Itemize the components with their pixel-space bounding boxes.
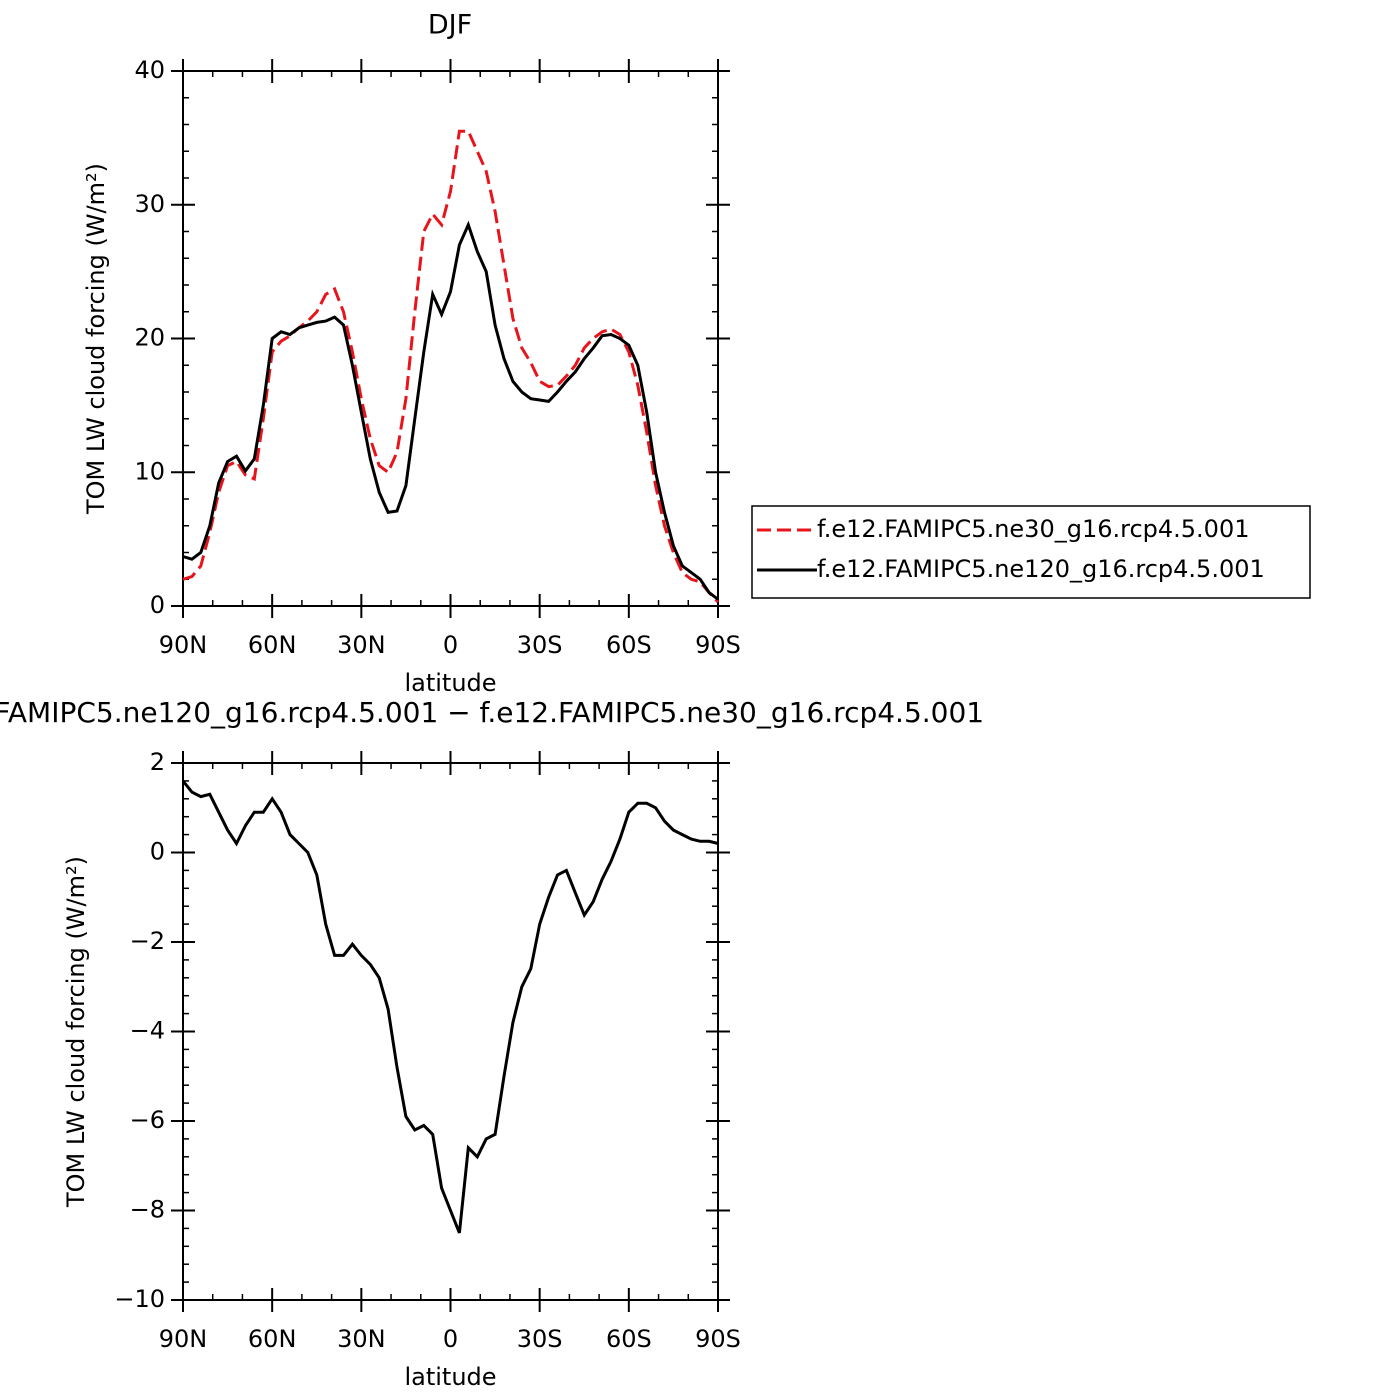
x-tick-label: 30N xyxy=(337,631,386,659)
series-line xyxy=(182,129,720,604)
y-tick-label: 0 xyxy=(150,591,165,619)
y-tick-label: 40 xyxy=(134,56,165,84)
y-tick-label: −4 xyxy=(130,1017,165,1045)
x-tick-label: 0 xyxy=(443,631,458,659)
y-tick-label: 2 xyxy=(150,748,165,776)
x-tick-label: 90S xyxy=(695,1325,741,1353)
legend-label: f.e12.FAMIPC5.ne30_g16.rcp4.5.001 xyxy=(817,515,1250,543)
legend-label: f.e12.FAMIPC5.ne120_g16.rcp4.5.001 xyxy=(817,555,1265,583)
series-line xyxy=(182,220,719,601)
y-tick-label: 30 xyxy=(134,190,165,218)
chart-title: f.e12.FAMIPC5.ne120_g16.rcp4.5.001 − f.e… xyxy=(0,696,984,729)
x-tick-label: 90N xyxy=(159,1325,208,1353)
y-axis-label: TOM LW cloud forcing (W/m²) xyxy=(82,163,110,515)
chart-title: DJF xyxy=(428,10,472,41)
y-tick-label: 10 xyxy=(134,457,165,485)
x-tick-label: 60N xyxy=(248,1325,297,1353)
y-axis-label: TOM LW cloud forcing (W/m²) xyxy=(62,856,90,1208)
y-tick-label: −8 xyxy=(130,1196,165,1224)
y-tick-label: −10 xyxy=(114,1285,165,1313)
x-tick-label: 90S xyxy=(695,631,741,659)
x-tick-label: 60S xyxy=(606,631,652,659)
x-tick-label: 30N xyxy=(337,1325,386,1353)
x-tick-label: 90N xyxy=(159,631,208,659)
x-tick-label: 30S xyxy=(517,631,563,659)
y-tick-label: −2 xyxy=(130,927,165,955)
y-tick-label: 0 xyxy=(150,838,165,866)
x-axis-label: latitude xyxy=(404,669,496,697)
x-tick-label: 60N xyxy=(248,631,297,659)
x-tick-label: 30S xyxy=(517,1325,563,1353)
x-axis-label: latitude xyxy=(404,1363,496,1391)
plot-frame xyxy=(182,762,719,1301)
series-line xyxy=(181,779,719,1234)
legend: f.e12.FAMIPC5.ne30_g16.rcp4.5.001 f.e12.F… xyxy=(751,505,1311,599)
y-tick-label: −6 xyxy=(130,1106,165,1134)
legend-box xyxy=(751,505,1311,599)
plot-frame xyxy=(182,70,719,607)
x-tick-label: 0 xyxy=(443,1325,458,1353)
y-tick-label: 20 xyxy=(134,324,165,352)
x-tick-label: 60S xyxy=(606,1325,652,1353)
